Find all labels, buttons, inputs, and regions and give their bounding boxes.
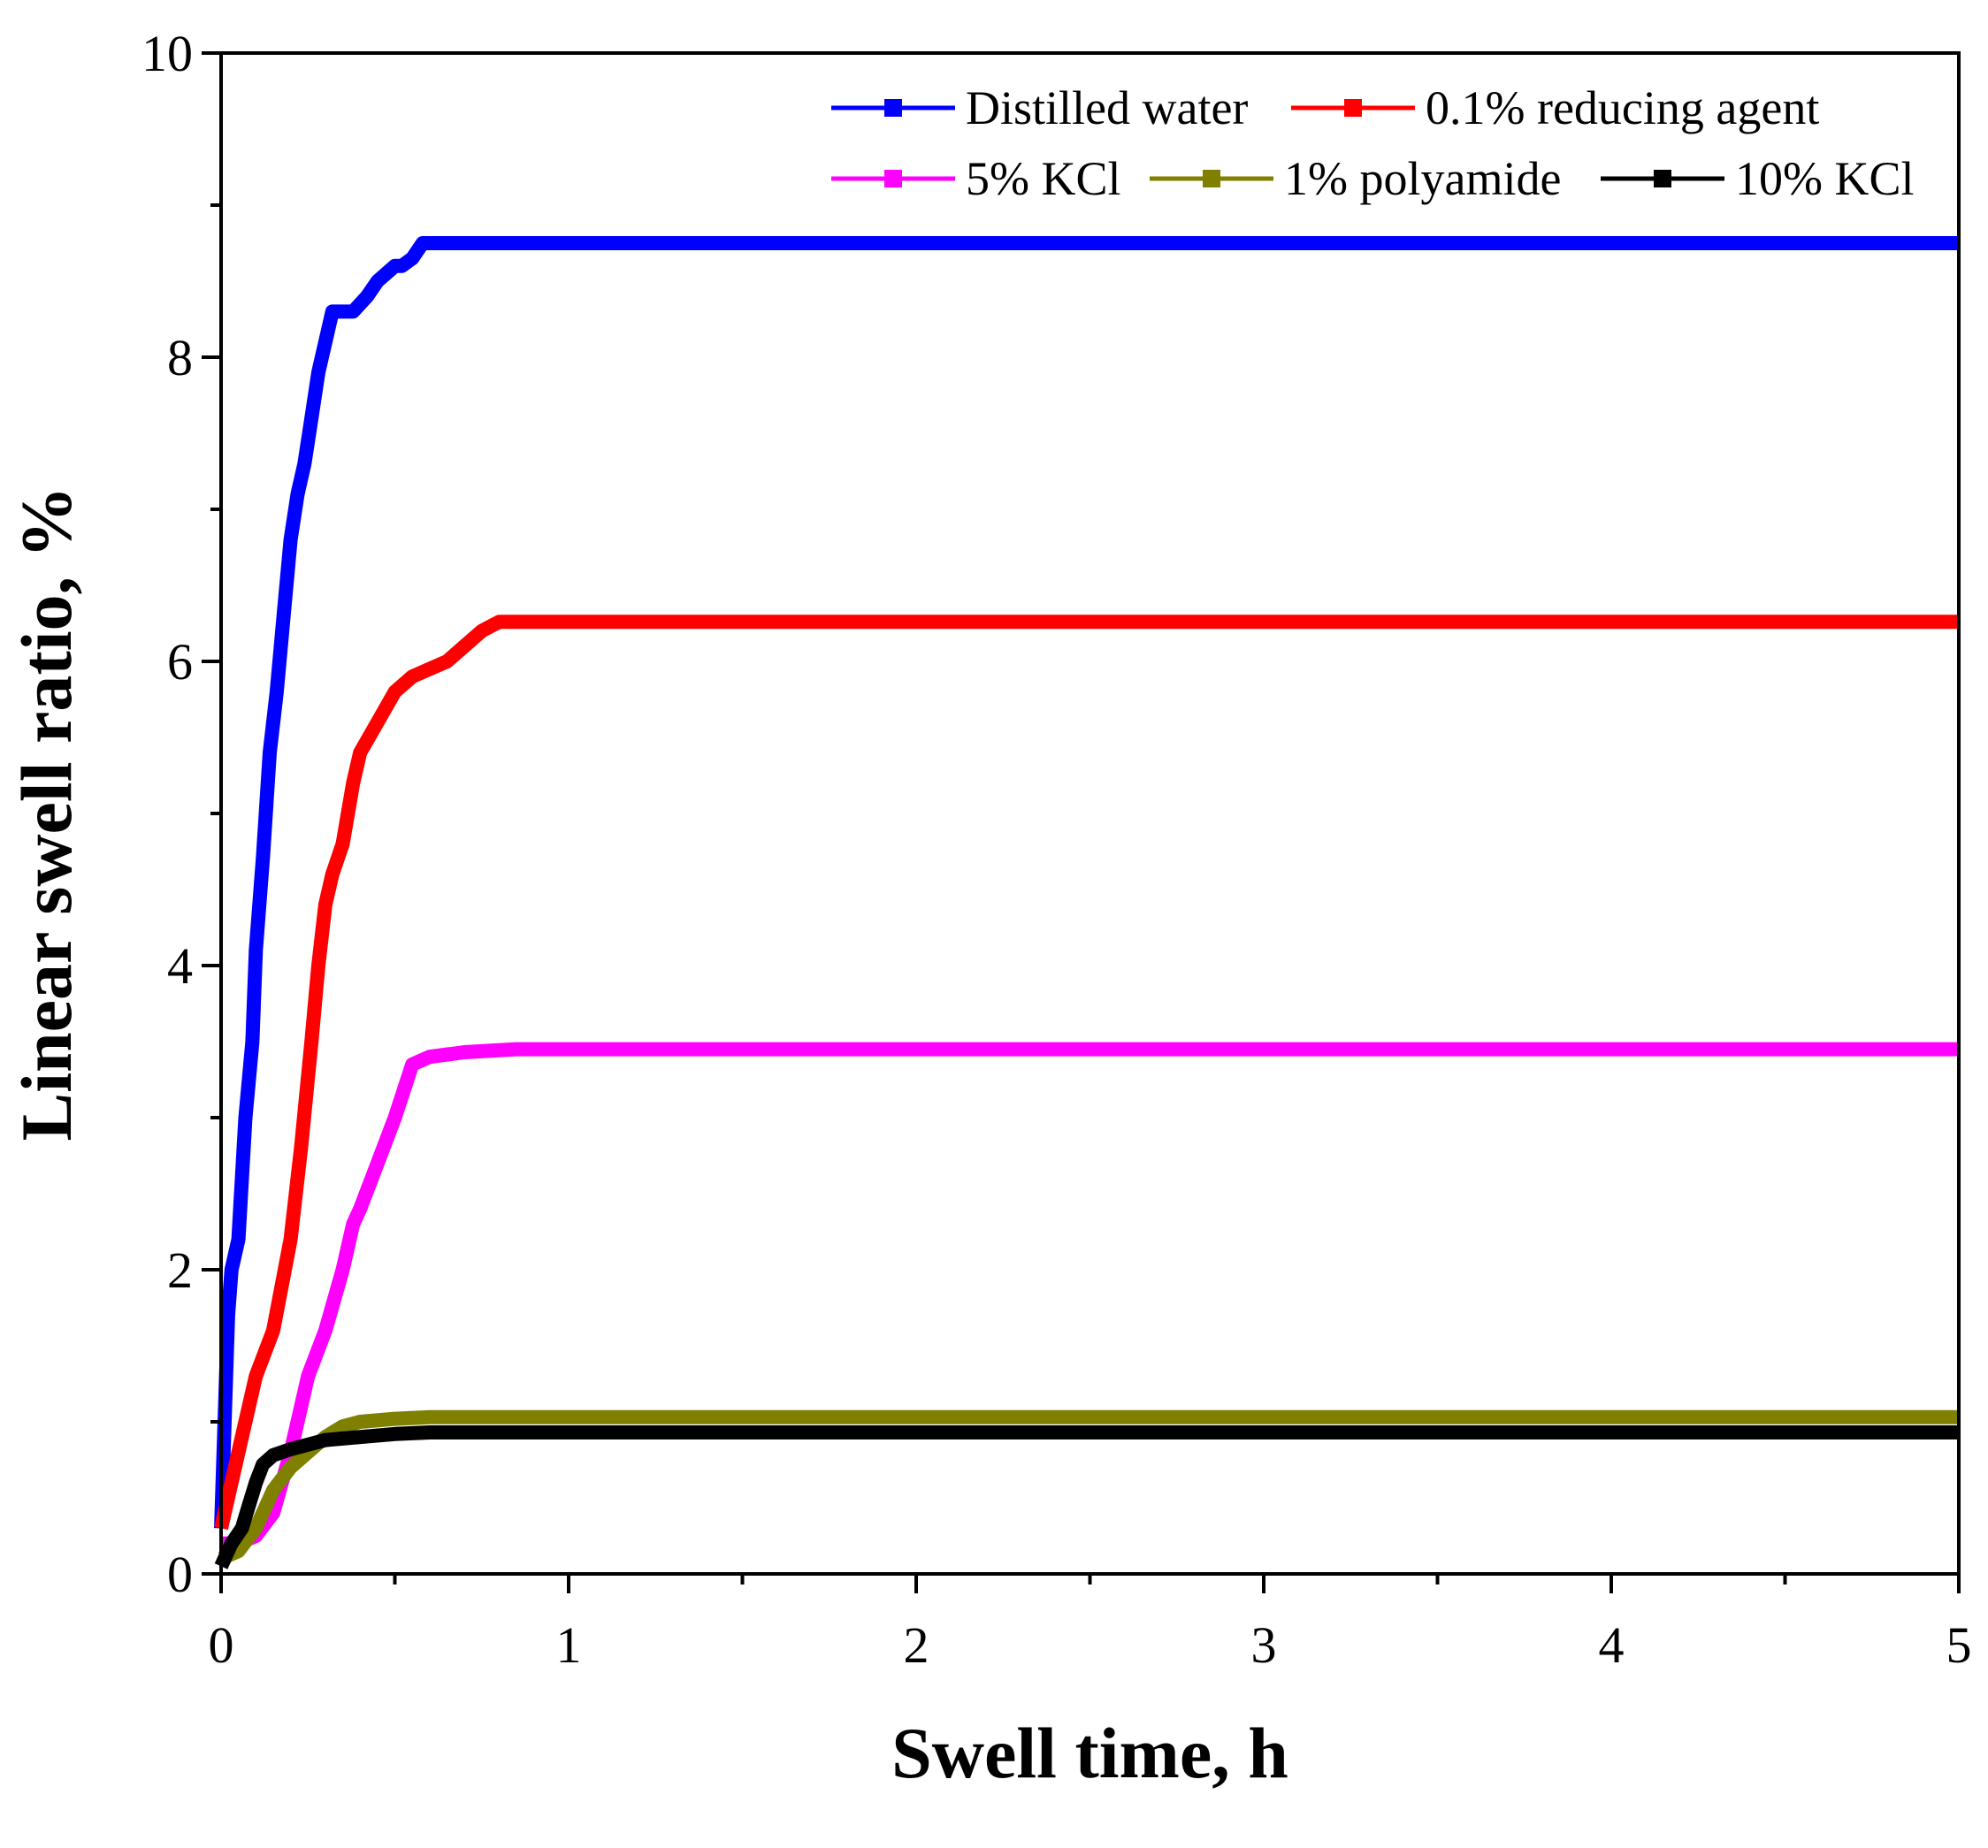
y-tick-label: 0	[167, 1546, 193, 1603]
legend-marker	[1654, 170, 1671, 187]
x-tick-label: 0	[209, 1616, 234, 1674]
series-line-3	[221, 1042, 1959, 1551]
y-tick-label: 10	[141, 25, 193, 82]
series-line-1	[214, 236, 1959, 1529]
legend-marker	[884, 99, 902, 117]
legend-label: Distilled water	[966, 81, 1248, 134]
x-tick-label: 2	[904, 1616, 929, 1674]
x-tick-label: 5	[1946, 1616, 1972, 1674]
legend-marker	[1203, 170, 1220, 187]
y-tick-label: 6	[167, 633, 193, 691]
y-tick-label: 4	[167, 937, 193, 995]
legend-marker	[884, 170, 902, 187]
series-layer	[214, 236, 1959, 1569]
y-tick-label: 2	[167, 1241, 193, 1299]
legend-label: 0.1% reducing agent	[1426, 81, 1819, 134]
y-tick-label: 8	[167, 329, 193, 386]
x-tick-label: 1	[556, 1616, 582, 1674]
x-axis-title: Swell time, h	[891, 1713, 1288, 1793]
legend-label: 10% KCl	[1735, 152, 1915, 205]
x-tick-label: 3	[1251, 1616, 1277, 1674]
series-line-5	[214, 1425, 1959, 1569]
series-line-2	[214, 615, 1959, 1531]
legend-marker	[1344, 99, 1362, 117]
axis-ticks: 0 1 2 3 4 5 0 2 4 6 8 10	[141, 25, 1972, 1674]
legend-label: 1% polyamide	[1284, 152, 1561, 205]
y-axis-title: Linear swell ratio, %	[6, 486, 87, 1142]
legend: Distilled water 0.1% reducing agent 5% KCl…	[831, 81, 1915, 205]
x-tick-label: 4	[1599, 1616, 1625, 1674]
legend-label: 5% KCl	[966, 152, 1121, 205]
